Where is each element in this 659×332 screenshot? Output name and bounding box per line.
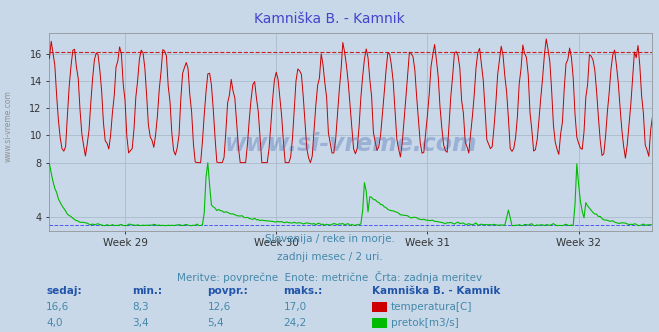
Text: Kamniška B. - Kamnik: Kamniška B. - Kamnik (254, 12, 405, 26)
Text: Slovenija / reke in morje.: Slovenija / reke in morje. (264, 234, 395, 244)
Text: www.si-vreme.com: www.si-vreme.com (3, 90, 13, 162)
Text: 3,4: 3,4 (132, 318, 148, 328)
Text: sedaj:: sedaj: (46, 286, 82, 296)
Text: min.:: min.: (132, 286, 162, 296)
Text: 12,6: 12,6 (208, 302, 231, 312)
Text: Kamniška B. - Kamnik: Kamniška B. - Kamnik (372, 286, 501, 296)
Text: maks.:: maks.: (283, 286, 323, 296)
Text: zadnji mesec / 2 uri.: zadnji mesec / 2 uri. (277, 252, 382, 262)
Text: 17,0: 17,0 (283, 302, 306, 312)
Text: www.si-vreme.com: www.si-vreme.com (225, 132, 477, 156)
Text: povpr.:: povpr.: (208, 286, 248, 296)
Text: 8,3: 8,3 (132, 302, 148, 312)
Text: 24,2: 24,2 (283, 318, 306, 328)
Text: 4,0: 4,0 (46, 318, 63, 328)
Text: Meritve: povprečne  Enote: metrične  Črta: zadnja meritev: Meritve: povprečne Enote: metrične Črta:… (177, 271, 482, 283)
Text: 16,6: 16,6 (46, 302, 69, 312)
Text: pretok[m3/s]: pretok[m3/s] (391, 318, 459, 328)
Text: 5,4: 5,4 (208, 318, 224, 328)
Text: temperatura[C]: temperatura[C] (391, 302, 473, 312)
